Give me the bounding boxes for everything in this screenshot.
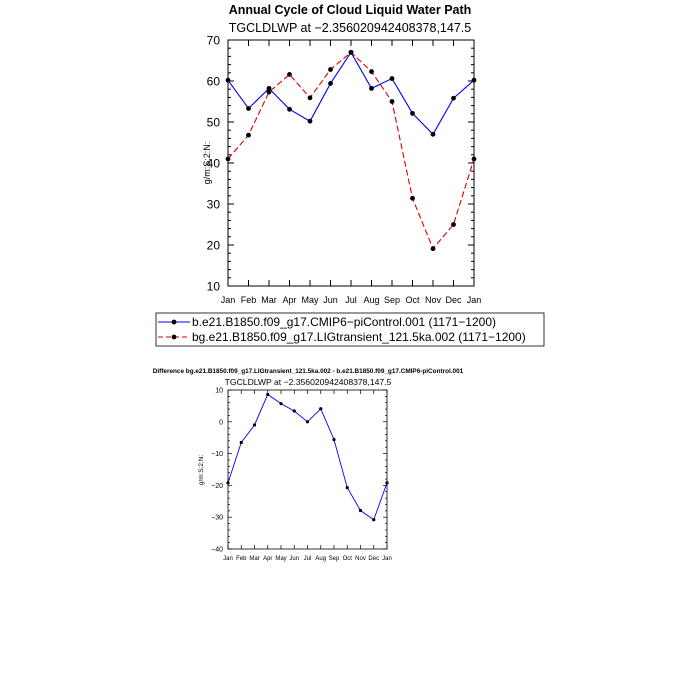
legend-marker-control	[171, 319, 177, 325]
chart0-series-0-line	[227, 51, 475, 136]
chart1-series-0-point	[239, 440, 243, 445]
chart1-xtick-label: Jun	[289, 556, 299, 562]
chart0-xtick-label: Aug	[363, 295, 379, 305]
legend-label-control: b.e21.B1850.f09_g17.CMIP6−piControl.001 …	[192, 315, 496, 329]
chart1-series-0-point	[345, 486, 349, 490]
chart0-series-0-point	[369, 85, 374, 91]
chart0-series-0-point	[389, 76, 395, 81]
chart0-series-1-point	[287, 72, 292, 77]
chart0-series-1-point	[328, 67, 333, 72]
top-chart-subtitle: TGCLDLWP at −2.356020942408378,147.5	[229, 21, 471, 35]
bottom-y-axis-label: g/m:S:2:N:	[198, 455, 205, 485]
chart1-xtick-label: Jan	[382, 556, 392, 562]
legend-marker-transient	[171, 334, 177, 340]
chart0-xtick-label: Dec	[445, 295, 462, 305]
chart1-ytick-label: −40	[211, 547, 223, 554]
chart0-ytick-label: 60	[207, 74, 221, 88]
legend-item-control: b.e21.B1850.f09_g17.CMIP6−piControl.001 …	[158, 315, 496, 329]
chart1-xtick-label: Sep	[329, 556, 340, 562]
chart0-series-1-point	[430, 246, 436, 252]
legend: b.e21.B1850.f09_g17.CMIP6−piControl.001 …	[155, 312, 545, 347]
chart0-series-1-point	[225, 156, 231, 162]
bottom-chart-title: Difference bg.e21.B1850.f09_g17.LIGtrans…	[153, 368, 464, 375]
chart1-series-0-line	[227, 393, 388, 521]
chart0-plot-frame	[227, 39, 475, 287]
chart1-xtick-label: Jul	[304, 556, 312, 562]
chart0-ytick-label: 40	[207, 156, 221, 170]
chart0-series-0-point	[430, 131, 436, 137]
chart0-series-0-point	[266, 85, 272, 91]
chart0-series-1-line	[227, 51, 475, 250]
chart1-series-0-point	[292, 409, 296, 413]
chart0-xtick-label: Jan	[221, 295, 236, 305]
chart0-ytick-label: 50	[207, 115, 221, 129]
chart1-series-0-point	[385, 481, 389, 485]
chart0-series-1-point	[369, 69, 374, 74]
legend-item-transient: bg.e21.B1850.f09_g17.LIGtransient_121.5k…	[158, 330, 526, 344]
chart0-series-1-point	[348, 49, 354, 55]
legend-label-transient: bg.e21.B1850.f09_g17.LIGtransient_121.5k…	[192, 330, 526, 344]
chart1-xtick-label: Feb	[236, 556, 247, 562]
top-y-axis-label: g/m:S:2:N:	[202, 142, 212, 185]
chart0-ytick-label: 20	[207, 238, 221, 252]
chart0-series-0-point	[451, 95, 456, 101]
chart0-xtick-label: Jun	[323, 295, 338, 305]
chart1-series-0-point	[305, 420, 310, 424]
chart0-xtick-label: Jan	[467, 295, 482, 305]
chart1-xtick-label: May	[275, 556, 286, 562]
legend-box	[155, 312, 545, 347]
chart1-ytick-label: −10	[211, 451, 223, 458]
chart0-series-1-point	[266, 89, 272, 95]
chart1-series-0-point	[372, 518, 376, 522]
chart0-series-1-point	[246, 132, 251, 138]
chart1-ytick-label: −30	[211, 515, 223, 522]
chart0-xtick-label: Oct	[405, 295, 420, 305]
chart0-xtick-label: Mar	[261, 295, 277, 305]
chart0-xtick-label: May	[301, 295, 319, 305]
chart1-xtick-label: Oct	[343, 556, 353, 562]
chart0-series-1-point	[389, 99, 395, 104]
chart0-series-1-point	[307, 95, 313, 101]
chart0-series-0-point	[307, 118, 313, 124]
chart1-xtick-label: Aug	[315, 556, 326, 562]
chart0-series-0-point	[246, 106, 251, 111]
chart1-series-0-point	[358, 508, 363, 513]
chart1-series-0-point	[266, 392, 270, 397]
chart0-series-0-point	[328, 81, 333, 86]
bottom-chart-subtitle: TGCLDLWP at −2.356020942408378,147.5	[225, 377, 392, 387]
chart0-series-0-point	[410, 110, 415, 116]
chart1-ytick-label: 0	[219, 419, 223, 426]
chart1-series-0-point	[226, 481, 230, 485]
chart1-ytick-label: 10	[215, 388, 223, 395]
top-chart-title: Annual Cycle of Cloud Liquid Water Path	[229, 3, 472, 17]
chart1-series-0-point	[319, 407, 323, 411]
chart0-xtick-label: Feb	[241, 295, 257, 305]
chart1-xtick-label: Nov	[355, 556, 366, 562]
chart1-ytick-label: −20	[211, 483, 223, 490]
chart1-xtick-label: Jan	[223, 556, 233, 562]
chart1-series-0-point	[279, 402, 283, 406]
chart0-xtick-label: Jul	[345, 295, 357, 305]
chart0-xtick-label: Sep	[384, 295, 400, 305]
top-plot-area: 10 20 30 40 50 60 70 Jan Feb Mar Apr May Jun Jul Aug Se…	[207, 33, 482, 305]
chart0-xtick-label: Apr	[282, 295, 296, 305]
chart0-series-1-point	[451, 222, 456, 227]
chart0-ytick-label: 30	[207, 197, 221, 211]
chart1-series-0-point	[252, 423, 257, 427]
chart0-xtick-label: Nov	[425, 295, 442, 305]
chart0-ytick-label: 10	[207, 279, 221, 293]
chart0-series-0-point	[225, 77, 231, 83]
chart0-series-0-point	[287, 106, 292, 112]
chart1-xtick-label: Mar	[249, 556, 259, 562]
chart1-xtick-label: Apr	[263, 556, 272, 562]
chart0-series-0-point	[471, 77, 477, 83]
chart0-series-1-point	[410, 195, 415, 201]
chart1-series-0-point	[332, 438, 336, 442]
chart1-xtick-label: Dec	[368, 556, 379, 562]
chart1-plot-frame	[227, 389, 388, 550]
chart0-ytick-label: 70	[207, 33, 221, 47]
chart0-series-1-point	[471, 156, 477, 162]
